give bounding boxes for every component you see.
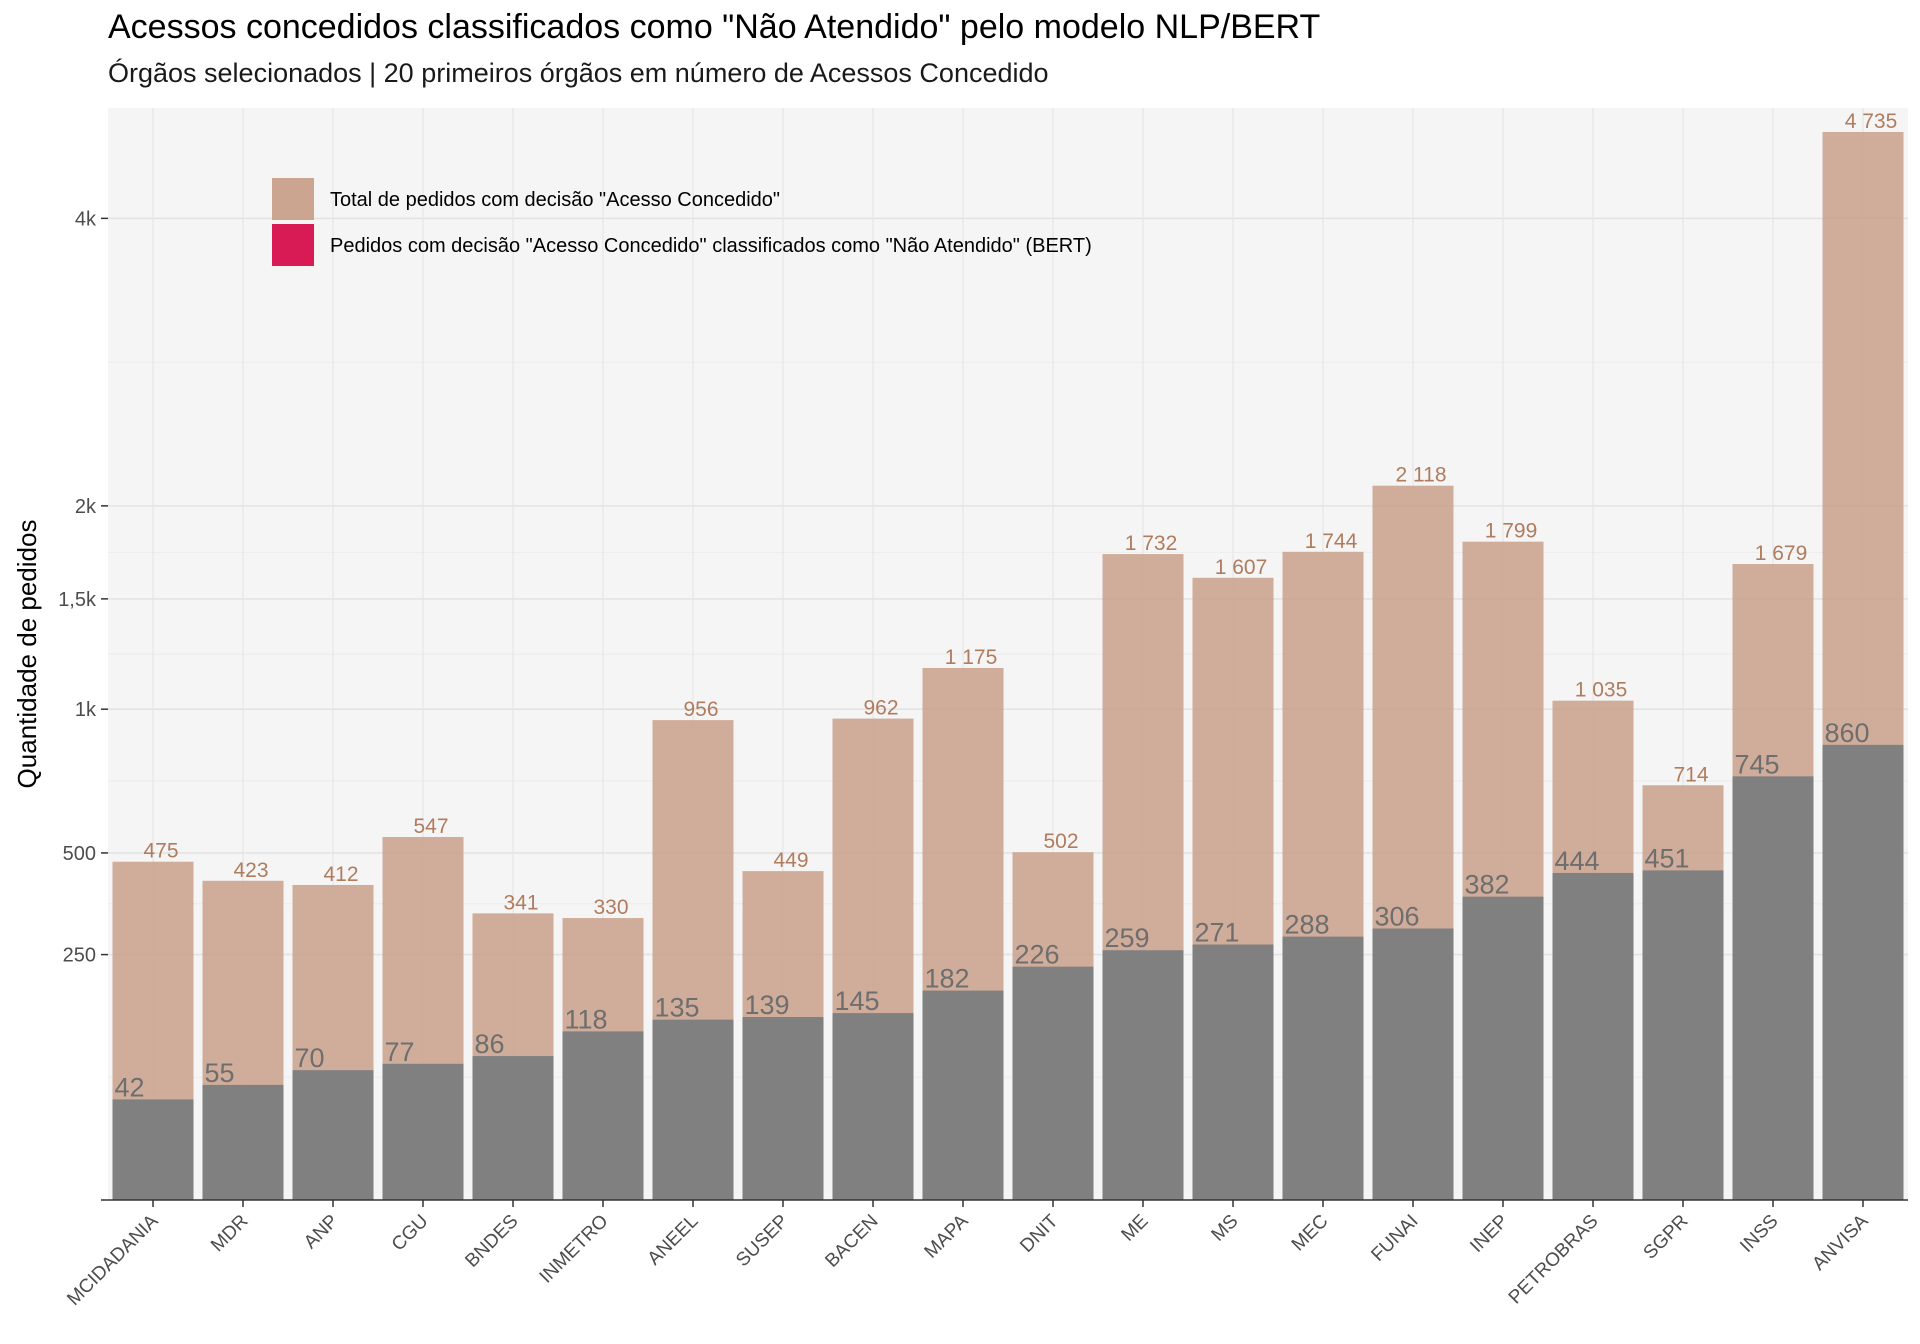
total-value-label: 449	[773, 849, 808, 872]
legend-key-bert	[272, 224, 314, 266]
bert-bar	[1192, 944, 1274, 1200]
legend-label-total: Total de pedidos com decisão "Acesso Con…	[330, 189, 780, 211]
bert-bar	[112, 1099, 194, 1200]
y-tick-label: 4k	[75, 208, 97, 230]
total-value-label: 341	[503, 891, 538, 914]
bert-value-label: 145	[835, 986, 880, 1016]
bert-value-label: 226	[1015, 940, 1060, 970]
x-tick-label: CGU	[388, 1211, 433, 1256]
y-tick-label: 500	[63, 843, 96, 865]
total-value-label: 2 118	[1396, 464, 1447, 487]
y-tick-label: 250	[63, 945, 96, 967]
bert-value-label: 444	[1555, 846, 1600, 876]
bert-value-label: 271	[1195, 917, 1240, 947]
chart-title: Acessos concedidos classificados como "N…	[108, 8, 1321, 46]
bert-bar	[832, 1013, 914, 1200]
bert-bar	[652, 1019, 734, 1200]
bert-bar	[1012, 966, 1094, 1200]
bert-value-label: 259	[1105, 923, 1150, 953]
chart-subtitle: Órgãos selecionados | 20 primeiros órgão…	[108, 58, 1049, 88]
y-axis-label: Quantidade de pedidos	[12, 520, 42, 789]
total-value-label: 1 035	[1575, 679, 1628, 702]
x-tick-label: SGPR	[1640, 1211, 1693, 1264]
bert-bar	[922, 990, 1004, 1200]
x-tick-label: MCIDADANIA	[63, 1210, 162, 1309]
bert-value-label: 135	[655, 993, 700, 1023]
x-tick-label: DNIT	[1016, 1210, 1062, 1256]
bert-value-label: 860	[1825, 718, 1870, 748]
total-value-label: 956	[683, 698, 718, 721]
total-value-label: 475	[143, 840, 178, 863]
x-tick-label: MDR	[207, 1211, 252, 1256]
bert-bar	[1732, 776, 1814, 1200]
bert-value-label: 382	[1465, 870, 1510, 900]
total-value-label: 714	[1673, 763, 1708, 786]
bert-value-label: 451	[1645, 843, 1690, 873]
x-tick-label: ANP	[300, 1211, 342, 1253]
bert-value-label: 77	[385, 1037, 415, 1067]
bert-bar	[742, 1017, 824, 1200]
total-value-label: 330	[593, 896, 628, 919]
bert-value-label: 288	[1285, 910, 1330, 940]
x-tick-label: INEP	[1466, 1211, 1512, 1257]
total-value-label: 962	[863, 697, 898, 720]
x-tick-label: MEC	[1288, 1211, 1333, 1256]
x-tick-label: FUNAI	[1367, 1211, 1422, 1266]
bert-value-label: 139	[745, 990, 790, 1020]
total-value-label: 1 607	[1215, 556, 1268, 579]
bert-bar	[1462, 896, 1544, 1200]
bert-bar	[1552, 872, 1634, 1200]
bert-value-label: 306	[1375, 901, 1420, 931]
total-value-label: 1 799	[1485, 520, 1538, 543]
bert-value-label: 182	[925, 964, 970, 994]
total-value-label: 1 175	[945, 646, 998, 669]
x-tick-label: BACEN	[821, 1211, 882, 1272]
y-tick-label: 2k	[75, 496, 97, 518]
total-value-label: 1 679	[1755, 542, 1808, 565]
x-tick-label: INSS	[1736, 1211, 1782, 1257]
total-value-label: 502	[1043, 830, 1078, 853]
bert-value-label: 745	[1735, 749, 1780, 779]
total-value-label: 1 732	[1125, 532, 1178, 555]
x-tick-label: SUSEP	[732, 1211, 792, 1271]
total-value-label: 423	[233, 859, 268, 882]
bert-bar	[202, 1084, 284, 1200]
total-value-label: 1 744	[1305, 530, 1358, 553]
bert-bar	[562, 1031, 644, 1200]
legend-key-total	[272, 178, 314, 220]
bert-bar	[382, 1063, 464, 1200]
bert-bar	[1372, 928, 1454, 1200]
bert-bar	[1102, 950, 1184, 1200]
total-value-label: 412	[323, 863, 358, 886]
x-tick-label: INMETRO	[536, 1211, 613, 1288]
bert-bar	[292, 1070, 374, 1200]
bert-value-label: 86	[475, 1029, 505, 1059]
bert-value-label: 70	[295, 1043, 325, 1073]
bert-bar	[472, 1056, 554, 1200]
x-tick-label: MS	[1208, 1211, 1243, 1246]
bert-bar	[1282, 936, 1364, 1200]
x-tick-label: BNDES	[461, 1211, 522, 1272]
y-tick-label: 1k	[75, 699, 97, 721]
x-tick-label: PETROBRAS	[1505, 1211, 1603, 1309]
x-tick-label: ME	[1118, 1211, 1153, 1246]
y-tick-label: 1,5k	[58, 589, 97, 611]
bert-bar	[1822, 744, 1904, 1200]
x-tick-label: MAPA	[921, 1210, 973, 1262]
bert-value-label: 55	[205, 1058, 235, 1088]
x-tick-label: ANVISA	[1808, 1210, 1872, 1274]
bert-value-label: 118	[565, 1004, 608, 1034]
bert-value-label: 42	[115, 1072, 145, 1102]
legend-label-bert: Pedidos com decisão "Acesso Concedido" c…	[330, 235, 1092, 257]
total-value-label: 547	[413, 815, 448, 838]
x-tick-label: ANEEL	[644, 1211, 703, 1270]
total-value-label: 4 735	[1845, 110, 1898, 133]
bert-bar	[1642, 870, 1724, 1200]
